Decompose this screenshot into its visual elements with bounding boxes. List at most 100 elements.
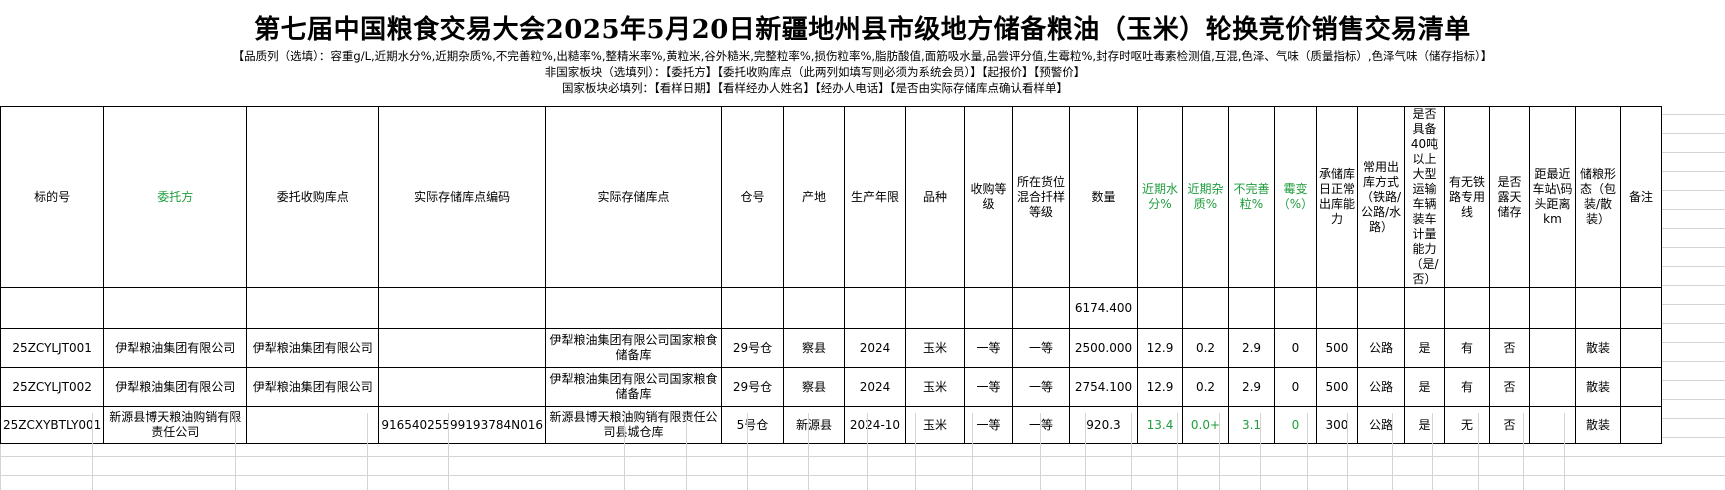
table-cell[interactable]: 新源县博天粮油购销有限责任公司 — [103, 406, 248, 444]
table-cell[interactable]: 伊犁粮油集团有限公司 — [103, 367, 248, 407]
table-cell[interactable]: 新源县 — [782, 406, 845, 444]
table-cell[interactable]: 0 — [1273, 367, 1317, 407]
table-cell[interactable]: 有 — [1443, 328, 1490, 368]
table-cell[interactable]: 是 — [1403, 367, 1445, 407]
table-cell[interactable] — [378, 367, 546, 407]
summary-cell[interactable] — [1315, 287, 1358, 329]
table-cell[interactable]: 玉米 — [904, 328, 965, 368]
table-cell[interactable]: 是 — [1403, 328, 1445, 368]
table-cell[interactable]: 散装 — [1574, 406, 1621, 444]
table-cell[interactable]: 伊犁粮油集团有限公司 — [246, 367, 380, 407]
column-header-cell[interactable]: 实际存储库点编码 — [378, 106, 546, 288]
table-cell[interactable]: 新源县博天粮油购销有限责任公司县城仓库 — [544, 406, 722, 444]
table-cell[interactable]: 500 — [1315, 367, 1358, 407]
summary-cell[interactable] — [1403, 287, 1445, 329]
column-header-cell[interactable]: 有无铁路专用线 — [1443, 106, 1490, 288]
column-header-cell[interactable]: 不完善粒% — [1227, 106, 1275, 288]
summary-cell[interactable] — [1443, 287, 1490, 329]
summary-cell[interactable] — [904, 287, 965, 329]
column-header-cell[interactable]: 委托收购库点 — [246, 106, 380, 288]
summary-cell[interactable] — [843, 287, 906, 329]
table-cell[interactable]: 91654025599193784N016 — [378, 406, 546, 444]
column-header-cell[interactable]: 是否露天储存 — [1488, 106, 1530, 288]
summary-cell[interactable] — [720, 287, 784, 329]
summary-cell[interactable] — [1136, 287, 1183, 329]
column-header-cell[interactable]: 产地 — [782, 106, 845, 288]
summary-cell[interactable] — [1488, 287, 1530, 329]
summary-cell[interactable] — [1273, 287, 1317, 329]
table-cell[interactable] — [1619, 328, 1662, 368]
table-cell[interactable] — [1528, 328, 1576, 368]
table-cell[interactable]: 一等 — [963, 367, 1013, 407]
column-header-cell[interactable]: 品种 — [904, 106, 965, 288]
summary-cell[interactable] — [378, 287, 546, 329]
table-cell[interactable]: 3.1 — [1227, 406, 1275, 444]
column-header-cell[interactable]: 所在货位混合扦样等级 — [1011, 106, 1070, 288]
table-cell[interactable]: 0 — [1273, 406, 1317, 444]
table-cell[interactable]: 玉米 — [904, 406, 965, 444]
table-cell[interactable]: 25ZCXYBTLY001 — [0, 406, 105, 444]
table-cell[interactable] — [1619, 406, 1662, 444]
summary-cell[interactable] — [1574, 287, 1621, 329]
table-cell[interactable]: 29号仓 — [720, 328, 784, 368]
table-cell[interactable]: 玉米 — [904, 367, 965, 407]
column-header-cell[interactable]: 收购等级 — [963, 106, 1013, 288]
column-header-cell[interactable]: 生产年限 — [843, 106, 906, 288]
table-cell[interactable]: 0.2 — [1181, 367, 1229, 407]
column-header-cell[interactable]: 常用出库方式（铁路/公路/水路） — [1356, 106, 1405, 288]
summary-cell[interactable] — [103, 287, 248, 329]
table-cell[interactable]: 察县 — [782, 367, 845, 407]
table-cell[interactable]: 散装 — [1574, 367, 1621, 407]
column-header-cell[interactable]: 储粮形态（包装/散装） — [1574, 106, 1621, 288]
table-cell[interactable]: 25ZCYLJT001 — [0, 328, 105, 368]
column-header-cell[interactable]: 实际存储库点 — [544, 106, 722, 288]
column-header-cell[interactable]: 仓号 — [720, 106, 784, 288]
table-cell[interactable]: 13.4 — [1136, 406, 1183, 444]
table-cell[interactable]: 2754.100 — [1068, 367, 1138, 407]
table-cell[interactable]: 0.0+ — [1181, 406, 1229, 444]
summary-cell[interactable] — [1181, 287, 1229, 329]
summary-cell[interactable] — [544, 287, 722, 329]
table-cell[interactable] — [246, 406, 380, 444]
table-cell[interactable]: 300 — [1315, 406, 1358, 444]
summary-cell[interactable] — [0, 287, 105, 329]
table-cell[interactable]: 2.9 — [1227, 328, 1275, 368]
table-cell[interactable] — [1619, 367, 1662, 407]
table-cell[interactable]: 5号仓 — [720, 406, 784, 444]
summary-cell[interactable] — [1356, 287, 1405, 329]
column-header-cell[interactable]: 承储库日正常出库能力 — [1315, 106, 1358, 288]
table-cell[interactable]: 伊犁粮油集团有限公司 — [246, 328, 380, 368]
table-cell[interactable]: 2.9 — [1227, 367, 1275, 407]
table-cell[interactable]: 0 — [1273, 328, 1317, 368]
summary-cell[interactable] — [782, 287, 845, 329]
table-cell[interactable] — [1528, 367, 1576, 407]
table-cell[interactable] — [378, 328, 546, 368]
column-header-cell[interactable]: 近期水分% — [1136, 106, 1183, 288]
column-header-cell[interactable]: 标的号 — [0, 106, 105, 288]
table-cell[interactable]: 否 — [1488, 367, 1530, 407]
summary-cell[interactable] — [1227, 287, 1275, 329]
table-cell[interactable]: 29号仓 — [720, 367, 784, 407]
table-cell[interactable]: 2024 — [843, 367, 906, 407]
table-cell[interactable]: 公路 — [1356, 328, 1405, 368]
table-cell[interactable]: 散装 — [1574, 328, 1621, 368]
column-header-cell[interactable]: 近期杂质% — [1181, 106, 1229, 288]
table-cell[interactable]: 否 — [1488, 328, 1530, 368]
table-cell[interactable]: 500 — [1315, 328, 1358, 368]
table-cell[interactable]: 一等 — [1011, 367, 1070, 407]
table-cell[interactable]: 伊犁粮油集团有限公司国家粮食储备库 — [544, 367, 722, 407]
table-cell[interactable]: 伊犁粮油集团有限公司国家粮食储备库 — [544, 328, 722, 368]
table-cell[interactable]: 12.9 — [1136, 367, 1183, 407]
summary-cell[interactable] — [1619, 287, 1662, 329]
table-cell[interactable]: 无 — [1443, 406, 1490, 444]
quantity-total-cell[interactable]: 6174.400 — [1068, 287, 1138, 329]
summary-cell[interactable] — [246, 287, 380, 329]
table-cell[interactable]: 察县 — [782, 328, 845, 368]
table-cell[interactable]: 25ZCYLJT002 — [0, 367, 105, 407]
table-cell[interactable]: 2500.000 — [1068, 328, 1138, 368]
column-header-cell[interactable]: 备注 — [1619, 106, 1662, 288]
summary-cell[interactable] — [1011, 287, 1070, 329]
table-cell[interactable]: 公路 — [1356, 406, 1405, 444]
table-cell[interactable]: 12.9 — [1136, 328, 1183, 368]
table-cell[interactable]: 伊犁粮油集团有限公司 — [103, 328, 248, 368]
